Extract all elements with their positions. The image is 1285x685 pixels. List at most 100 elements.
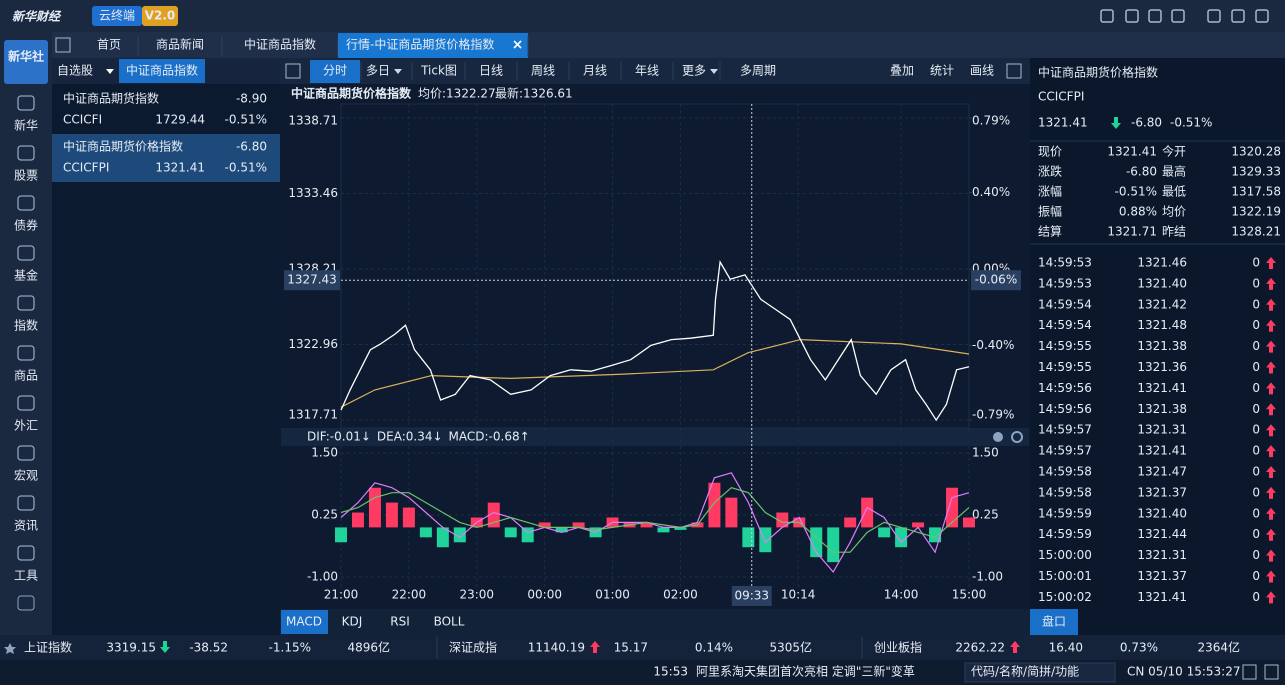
tab-icon — [55, 37, 71, 53]
indicator-active — [281, 610, 328, 634]
watchlist-tab[interactable]: 自选股 — [57, 64, 93, 78]
trade-time: 14:59:53 — [1038, 276, 1092, 290]
toolbar-button[interactable]: 分时 — [323, 64, 347, 78]
up-arrow — [1266, 570, 1276, 583]
trade-volume: 0 — [1252, 318, 1260, 332]
macd-bar — [878, 527, 891, 538]
search-box[interactable] — [964, 662, 1116, 683]
watchlist-tab[interactable]: 中证商品指数 — [126, 63, 198, 78]
toolbar-button[interactable]: 日线 — [479, 64, 503, 78]
quote-field: 最高 — [1162, 164, 1186, 179]
toolbar-button[interactable]: 统计 — [930, 64, 954, 78]
nav-icon[interactable] — [17, 345, 35, 361]
badge: 云终端 — [99, 8, 135, 23]
ticker-pct: 0.73% — [1120, 641, 1158, 655]
nav-icon[interactable] — [17, 195, 35, 211]
quote-name: 中证商品期货价格指数 — [1038, 65, 1158, 80]
stock-name[interactable]: 中证商品期货价格指数 — [63, 139, 183, 154]
toolbar-icon[interactable] — [1171, 9, 1185, 23]
up-arrow — [1266, 403, 1276, 416]
toolbar-button[interactable]: 月线 — [583, 64, 607, 78]
nav-item[interactable]: 商品 — [14, 368, 38, 383]
toolbar-icon[interactable] — [1148, 9, 1162, 23]
toolbar-icon[interactable] — [1125, 9, 1139, 23]
tab[interactable]: 行情-中证商品期货价格指数 — [346, 37, 494, 52]
indicator-tab[interactable]: KDJ — [342, 615, 363, 629]
toolbar-icon[interactable] — [1100, 9, 1114, 23]
trade-time: 14:59:59 — [1038, 506, 1092, 520]
toolbar-button[interactable]: 多周期 — [740, 64, 776, 78]
stock-code: CCICFPI — [63, 161, 109, 175]
stock-name[interactable]: 中证商品期货指数 — [63, 91, 159, 106]
toolbar-button[interactable]: 多日 — [366, 64, 390, 78]
toolbar-button[interactable]: 更多 — [682, 64, 706, 78]
tab[interactable]: 商品新闻 — [156, 37, 204, 52]
panel-toggle[interactable] — [285, 63, 301, 79]
macd-y2-tick-label: 1.50 — [972, 446, 999, 460]
ticker-price: 11140.19 — [528, 641, 585, 655]
toolbar-button[interactable]: 画线 — [970, 64, 994, 78]
indicator-tab[interactable]: RSI — [390, 615, 410, 629]
tab[interactable]: 中证商品指数 — [244, 37, 316, 52]
toolbar-button[interactable]: 叠加 — [890, 64, 914, 78]
indicator-tab[interactable]: MACD — [286, 615, 322, 629]
nav-item[interactable]: 外汇 — [14, 419, 38, 433]
tab-close[interactable] — [513, 40, 522, 49]
macd-legend: DIF:-0.01↓ — [307, 430, 371, 444]
quote-field: 振幅 — [1038, 204, 1062, 219]
nav-item[interactable]: 债券 — [14, 218, 38, 233]
version: V2.0 — [145, 9, 176, 23]
status-icon[interactable] — [1264, 664, 1279, 680]
quote-code: CCICFPI — [1038, 90, 1084, 104]
close-icon[interactable] — [993, 432, 1003, 442]
panel-toggle[interactable] — [1006, 63, 1022, 79]
nav-item[interactable]: 工具 — [14, 569, 38, 583]
toolbar-button[interactable]: Tick图 — [420, 64, 457, 78]
nav-item[interactable]: 指数 — [14, 318, 38, 333]
settings-icon[interactable] — [1011, 431, 1023, 443]
top-bar — [0, 0, 1285, 32]
toolbar-icon[interactable] — [1231, 9, 1245, 23]
toolbar-icon[interactable] — [1255, 9, 1269, 23]
panel-tab[interactable]: 盘口 — [1042, 614, 1066, 629]
trade-volume: 0 — [1252, 485, 1260, 499]
price-line — [340, 260, 970, 422]
macd-bar — [538, 522, 551, 528]
y2-tick-label: 0.79% — [972, 114, 1010, 128]
nav-item[interactable]: 资讯 — [14, 519, 38, 533]
x-tick-label: 23:00 — [459, 588, 494, 602]
nav-item[interactable]: 宏观 — [14, 468, 38, 483]
nav-icon[interactable] — [17, 445, 35, 461]
status-news[interactable]: 阿里系淘天集团首次亮相 定调"三新"变革 — [696, 664, 915, 679]
toolbar-button[interactable]: 年线 — [635, 64, 659, 78]
cursor-y-label: 1327.43 — [287, 273, 337, 287]
tab[interactable]: 首页 — [97, 38, 121, 52]
nav-icon[interactable] — [17, 95, 35, 111]
nav-icon[interactable] — [17, 495, 35, 511]
ticker-name[interactable]: 上证指数 — [24, 640, 72, 655]
toolbar-active — [310, 60, 360, 83]
nav-icon[interactable] — [17, 245, 35, 261]
toolbar-icon[interactable] — [1207, 9, 1221, 23]
macd-y2-tick-label: -1.00 — [972, 570, 1003, 584]
trade-volume: 0 — [1252, 444, 1260, 458]
indicator-tab[interactable]: BOLL — [434, 615, 465, 629]
ticker-name[interactable]: 深证成指 — [449, 640, 497, 655]
nav-icon[interactable] — [17, 145, 35, 161]
nav-icon[interactable] — [17, 545, 35, 561]
macd-bar — [351, 512, 364, 528]
up-arrow — [1266, 424, 1276, 437]
toolbar-button[interactable]: 周线 — [531, 64, 555, 78]
avg-price-label: 均价:1322.27 — [418, 87, 496, 101]
nav-item[interactable]: 新华 — [14, 118, 38, 133]
nav-item[interactable]: 基金 — [14, 268, 38, 283]
trade-volume: 0 — [1252, 527, 1260, 541]
status-icon[interactable] — [1242, 664, 1257, 680]
nav-icon[interactable] — [17, 395, 35, 411]
trade-time: 14:59:54 — [1038, 297, 1092, 311]
ticker-price: 3319.15 — [106, 641, 156, 655]
ticker-name[interactable]: 创业板指 — [874, 640, 922, 655]
nav-icon[interactable] — [17, 295, 35, 311]
x-tick-label: 01:00 — [595, 588, 630, 602]
nav-item[interactable]: 股票 — [14, 169, 38, 183]
